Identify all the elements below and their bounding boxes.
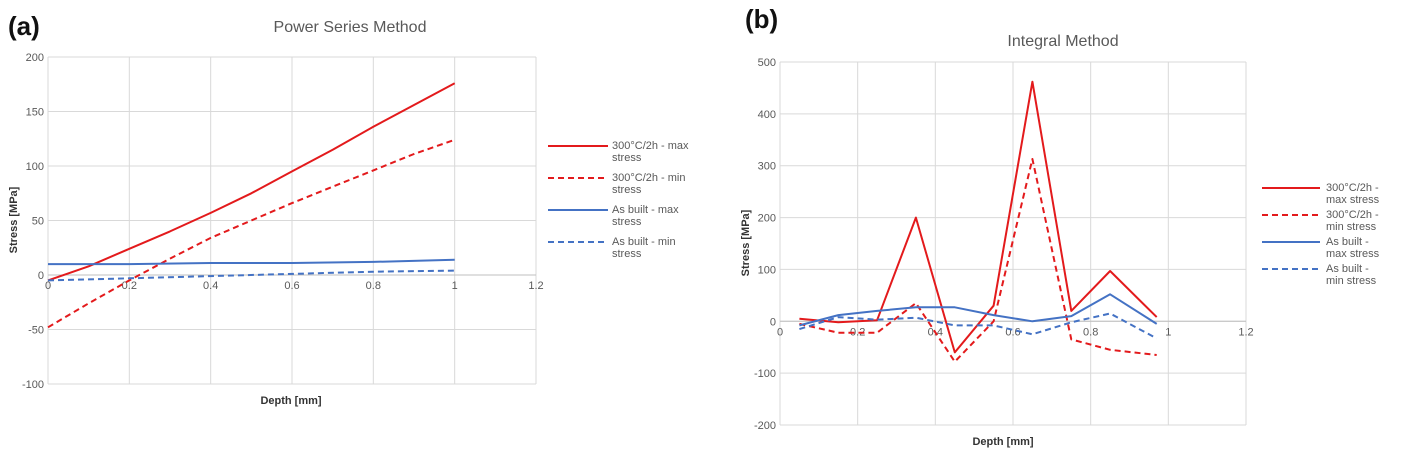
legend-label-b-0-1: max stress (1326, 194, 1380, 206)
y-tick-label-b-3: 100 (758, 264, 776, 276)
legend-label-a-2-0: As built - max (612, 204, 679, 216)
panel-label-a: (a) (8, 11, 40, 41)
legend-label-a-0-0: 300°C/2h - max (612, 140, 689, 152)
x-tick-label-b-6: 1.2 (1238, 326, 1253, 338)
y-tick-label-a-0: -100 (22, 379, 44, 391)
x-tick-label-a-4: 0.8 (366, 280, 381, 292)
x-tick-label-a-2: 0.4 (203, 280, 218, 292)
legend-label-b-2-0: As built - (1326, 236, 1369, 248)
series-line-b-1 (799, 158, 1157, 363)
y-tick-label-a-4: 100 (26, 161, 44, 173)
x-tick-label-a-6: 1.2 (528, 280, 543, 292)
series-line-b-2 (799, 293, 1158, 327)
y-tick-label-a-5: 150 (26, 107, 44, 119)
legend-label-b-0-0: 300°C/2h - (1326, 182, 1379, 194)
x-tick-label-a-3: 0.6 (284, 280, 299, 292)
x-tick-label-b-1: 0.2 (850, 326, 865, 338)
y-axis-title-b: Stress [MPa] (740, 209, 752, 276)
legend-label-b-2-1: max stress (1326, 248, 1380, 260)
legend-label-b-1-0: 300°C/2h - (1326, 209, 1379, 221)
series-line-b-0 (799, 80, 1158, 354)
x-tick-label-a-1: 0.2 (122, 280, 137, 292)
legend-label-a-1-0: 300°C/2h - min (612, 172, 686, 184)
series-line-a-3 (47, 269, 455, 282)
x-axis-title-a: Depth [mm] (260, 395, 321, 407)
y-tick-label-a-3: 50 (32, 216, 44, 228)
series-line-b-3 (799, 312, 1158, 340)
legend-label-b-1-1: min stress (1326, 221, 1377, 233)
chart-title-a: Power Series Method (274, 19, 427, 36)
legend-label-a-1-1: stress (612, 184, 642, 196)
series-line-a-0 (47, 82, 456, 282)
y-tick-label-b-7: 500 (758, 57, 776, 69)
gridlines-a (47, 56, 537, 385)
x-tick-label-a-5: 1 (452, 280, 458, 292)
y-tick-label-b-6: 400 (758, 109, 776, 121)
y-tick-label-a-2: 0 (38, 270, 44, 282)
y-axis-title-a: Stress [MPa] (8, 186, 20, 253)
legend-label-a-3-1: stress (612, 248, 642, 260)
y-tick-label-b-5: 300 (758, 161, 776, 173)
panel-label-b: (b) (745, 4, 778, 34)
y-tick-label-a-1: -50 (28, 325, 44, 337)
chart-panel-a: (a) Power Series Method Depth [mm] Stres… (8, 11, 689, 407)
x-tick-label-b-0: 0 (777, 326, 783, 338)
legend-label-a-3-0: As built - min (612, 236, 676, 248)
chart-title-b: Integral Method (1007, 33, 1118, 50)
legend-label-a-2-1: stress (612, 216, 642, 228)
x-tick-label-b-4: 0.8 (1083, 326, 1098, 338)
legend-label-b-3-0: As built - (1326, 263, 1369, 275)
x-tick-label-b-5: 1 (1165, 326, 1171, 338)
y-tick-label-a-6: 200 (26, 52, 44, 64)
x-axis-title-b: Depth [mm] (972, 436, 1033, 448)
x-tick-label-a-0: 0 (45, 280, 51, 292)
series-line-a-2 (48, 258, 455, 266)
legend-label-a-0-1: stress (612, 152, 642, 164)
y-tick-label-b-4: 200 (758, 213, 776, 225)
y-tick-label-b-2: 0 (770, 316, 776, 328)
legend-label-b-3-1: min stress (1326, 275, 1377, 287)
chart-panel-b: (b) Integral Method Depth [mm] Stress [M… (740, 4, 1380, 448)
y-tick-label-b-0: -200 (754, 420, 776, 432)
series-line-a-1 (47, 138, 456, 329)
y-tick-label-b-1: -100 (754, 368, 776, 380)
